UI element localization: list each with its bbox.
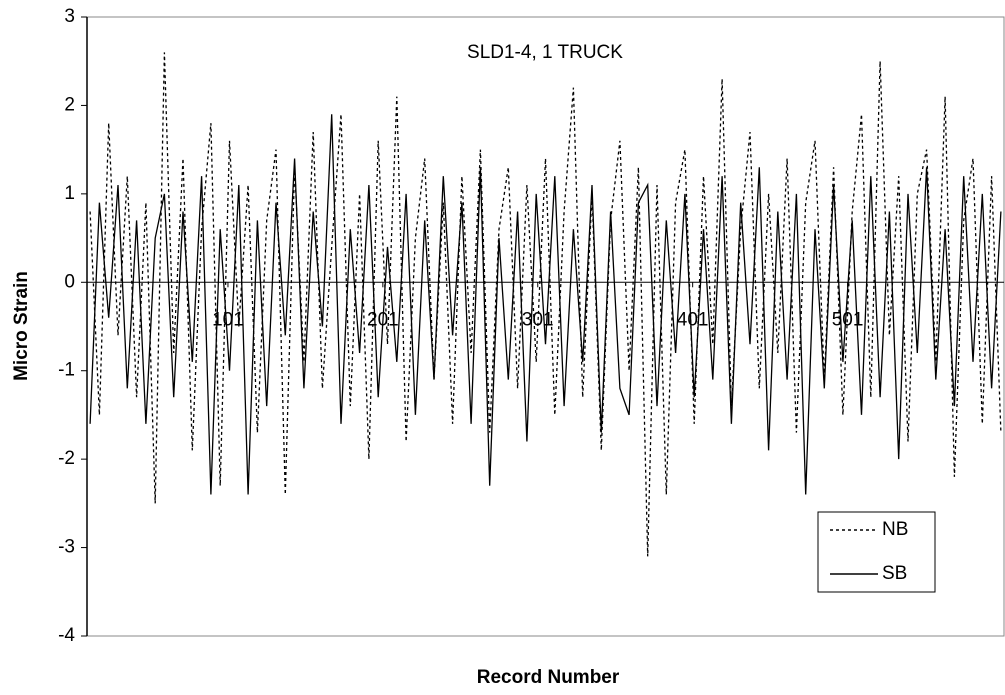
x-tick-label: 501 — [832, 309, 864, 330]
y-tick-label: 3 — [64, 6, 75, 27]
series-line — [89, 52, 1002, 557]
y-tick-label: -2 — [58, 448, 75, 469]
x-tick-label: 201 — [367, 309, 399, 330]
legend-label: NB — [882, 519, 908, 540]
y-axis-label: Micro Strain — [11, 271, 32, 381]
y-tick-label: 2 — [64, 94, 75, 115]
x-tick-label: 401 — [677, 309, 709, 330]
legend-box — [817, 511, 936, 593]
y-tick-label: -3 — [58, 537, 75, 558]
legend-label: SB — [882, 563, 907, 584]
y-tick-label: -4 — [58, 625, 75, 646]
chart-title: SLD1-4, 1 TRUCK — [467, 42, 623, 63]
x-axis-label: Record Number — [477, 667, 620, 688]
x-tick-label: 301 — [522, 309, 554, 330]
y-tick-label: 1 — [64, 183, 75, 204]
series-line — [89, 114, 1002, 495]
y-tick-label: 0 — [64, 271, 75, 292]
x-tick-label: 101 — [212, 309, 244, 330]
y-tick-label: -1 — [58, 360, 75, 381]
